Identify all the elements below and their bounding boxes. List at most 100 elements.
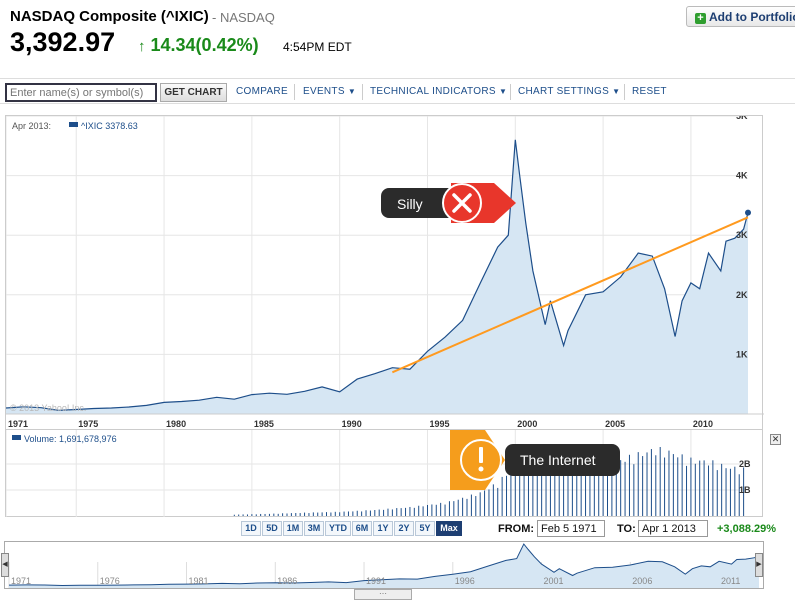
quote-title: NASDAQ Composite (^IXIC) (10, 8, 209, 25)
range-button-ytd[interactable]: YTD (325, 521, 351, 536)
from-date-input[interactable] (537, 520, 605, 537)
to-label: TO: (617, 523, 636, 535)
range-button-5y[interactable]: 5Y (415, 521, 435, 536)
navigator-scrollbar[interactable]: ⋯ (354, 589, 412, 600)
internet-callout-label: The Internet (520, 452, 596, 468)
exclamation-icon (479, 447, 483, 463)
range-button-6m[interactable]: 6M (352, 521, 372, 536)
quote-price: 3,392.97 (10, 27, 116, 57)
chevron-down-icon: ▼ (498, 87, 508, 96)
events-label: EVENTS (303, 86, 345, 97)
navigator-year-label: 1991 (366, 576, 386, 586)
silly-callout-label: Silly (397, 196, 423, 212)
y-tick-label: 5K (736, 116, 748, 121)
x-tick-label: 1980 (166, 419, 186, 429)
range-change: +3,088.29% (717, 523, 777, 535)
symbol-search-input[interactable] (5, 83, 157, 102)
navigator-year-label: 2006 (632, 576, 652, 586)
quote-header: NASDAQ Composite (^IXIC) - NASDAQ 3,392.… (0, 0, 795, 70)
y-tick-label: 2K (736, 290, 748, 300)
y-tick-label: 4K (736, 171, 748, 181)
navigator-right-handle[interactable]: ▶ (755, 553, 763, 577)
reset-button[interactable]: RESET (632, 86, 667, 97)
quote-change: ↑ 14.34(0.42%) (138, 35, 259, 56)
series-legend-label: ^IXIC 3378.63 (81, 121, 138, 131)
y-tick-label: 1K (736, 349, 748, 359)
toolbar-divider (294, 84, 295, 100)
volume-y-tick-label: 1B (739, 485, 751, 495)
chevron-down-icon: ▼ (612, 87, 621, 96)
x-tick-label: 2010 (693, 419, 713, 429)
up-arrow-icon: ↑ (138, 38, 146, 55)
navigator-year-label: 2001 (544, 576, 564, 586)
volume-legend-swatch (12, 435, 21, 440)
quote-exchange: - NASDAQ (212, 10, 275, 25)
navigator-line (8, 543, 760, 587)
toolbar-divider (510, 84, 511, 100)
technical-indicators-menu[interactable]: TECHNICAL INDICATORS ▼ (370, 86, 507, 97)
close-x-icon (452, 193, 472, 213)
silly-callout: Silly (381, 183, 516, 223)
price-line (5, 139, 749, 412)
plus-icon: + (695, 13, 706, 24)
y-tick-label: 3K (736, 230, 748, 240)
get-chart-button[interactable]: GET CHART (160, 83, 227, 102)
price-area (6, 139, 748, 415)
volume-y-tick-label: 2B (739, 459, 751, 469)
x-tick-label: 2005 (605, 419, 625, 429)
navigator-left-handle[interactable]: ◀ (1, 553, 9, 577)
range-button-2y[interactable]: 2Y (394, 521, 414, 536)
navigator-year-label: 1976 (100, 576, 120, 586)
timeline-navigator[interactable]: 1971 1976 1981 1986 1991 1996 2001 2006 2011 (4, 541, 764, 589)
range-button-1d[interactable]: 1D (241, 521, 261, 536)
price-chart-svg: 1971 1975 1980 1985 1990 1995 2000 2005 2010 1K 2… (5, 111, 764, 429)
navigator-area (9, 544, 759, 588)
add-to-portfolio-button[interactable]: + Add to Portfolio (686, 6, 795, 27)
technical-indicators-label: TECHNICAL INDICATORS (370, 86, 496, 97)
range-button-max[interactable]: Max (436, 521, 462, 536)
chart-settings-menu[interactable]: CHART SETTINGS ▼ (518, 86, 620, 97)
toolbar-divider (624, 84, 625, 100)
chart-date-label: Apr 2013: (12, 121, 51, 131)
range-button-3m[interactable]: 3M (304, 521, 324, 536)
add-to-portfolio-label: Add to Portfolio (709, 10, 795, 24)
events-menu[interactable]: EVENTS ▼ (303, 86, 356, 97)
quote-time: 4:54PM EDT (283, 40, 352, 54)
quote-change-value: 14.34(0.42%) (150, 35, 259, 55)
volume-legend-label: Volume: 1,691,678,976 (24, 434, 117, 444)
navigator-year-label: 1996 (455, 576, 475, 586)
compare-button[interactable]: COMPARE (236, 86, 288, 97)
navigator-year-label: 2011 (721, 576, 740, 586)
exclamation-dot (478, 466, 484, 472)
trend-line (391, 216, 749, 374)
x-tick-label: 1995 (429, 419, 449, 429)
last-price-dot (745, 209, 751, 216)
copyright-watermark: © 2013 Yahoo! Inc. (10, 403, 86, 413)
internet-callout-box (505, 444, 620, 476)
range-button-1m[interactable]: 1M (283, 521, 303, 536)
internet-callout: The Internet (450, 430, 620, 490)
volume-chart-svg: 1B 2B Volume: 1,691,678,976 (5, 430, 751, 517)
x-tick-label: 1985 (254, 419, 274, 429)
close-volume-icon[interactable]: ✕ (770, 434, 781, 445)
x-tick-label: 2000 (517, 419, 537, 429)
x-tick-label: 1990 (342, 419, 362, 429)
to-date-input[interactable] (638, 520, 708, 537)
toolbar-divider (362, 84, 363, 100)
navigator-year-label: 1981 (189, 576, 209, 586)
price-chart[interactable]: 1971 1975 1980 1985 1990 1995 2000 2005 2010 1K 2… (5, 111, 764, 430)
range-button-5d[interactable]: 5D (262, 521, 282, 536)
series-legend-swatch (69, 122, 78, 127)
x-tick-label: 1971 (8, 419, 28, 429)
from-label: FROM: (498, 523, 535, 535)
navigator-year-label: 1986 (277, 576, 297, 586)
chart-settings-label: CHART SETTINGS (518, 86, 610, 97)
x-tick-label: 1975 (78, 419, 98, 429)
navigator-svg: 1971 1976 1981 1986 1991 1996 2001 2006 2011 (8, 543, 760, 588)
navigator-year-label: 1971 (11, 576, 31, 586)
chart-toolbar: GET CHART COMPARE EVENTS ▼ TECHNICAL IND… (0, 78, 795, 104)
volume-chart[interactable]: 1B 2B Volume: 1,691,678,976 (5, 430, 763, 517)
chevron-down-icon: ▼ (347, 87, 357, 96)
range-button-1y[interactable]: 1Y (373, 521, 393, 536)
